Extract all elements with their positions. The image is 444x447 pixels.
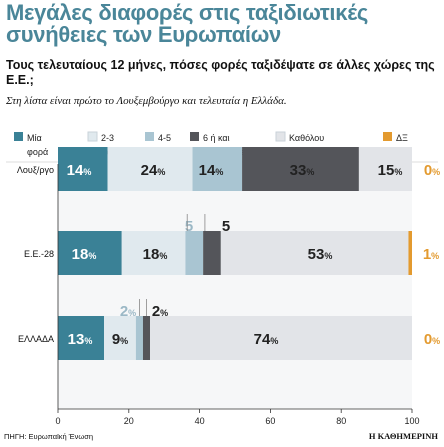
bar-segment — [150, 316, 413, 360]
legend-swatch — [145, 132, 154, 141]
value-label: 15% — [378, 162, 403, 179]
legend-swatch — [87, 131, 98, 142]
bar-segment — [58, 147, 108, 191]
bar-segment — [220, 231, 409, 275]
legend-label: Καθόλου — [289, 133, 324, 143]
legend-swatch — [14, 132, 23, 141]
bar-segment — [408, 231, 412, 275]
value-label: 14% — [67, 162, 92, 179]
chart-note: Στη λίστα είναι πρώτο το Λουξεμβούργο κα… — [6, 95, 287, 107]
legend-label: ΔΞ — [396, 133, 408, 143]
value-label: 33% — [290, 162, 315, 179]
bar-segment — [142, 316, 151, 360]
legend-swatch — [190, 132, 199, 141]
bar-segment — [58, 231, 122, 275]
bar-segment — [121, 231, 186, 275]
value-label: 18% — [72, 246, 97, 263]
value-label: 0% — [424, 162, 440, 179]
category-label: Ε.Ε.-28 — [24, 249, 54, 259]
category-label: ΕΛΛΑΔΑ — [18, 334, 54, 344]
legend-label: Μία — [27, 133, 42, 143]
x-tick-label: 40 — [195, 416, 205, 426]
bar-segment — [192, 147, 243, 191]
x-tick-label: 100 — [404, 416, 419, 426]
x-tick-label: 0 — [55, 416, 60, 426]
value-label: 53% — [308, 246, 333, 263]
legend-label: φορά — [27, 147, 48, 157]
bar-segment — [135, 316, 143, 360]
value-label: 13% — [68, 331, 93, 348]
value-label: 24% — [141, 162, 166, 179]
brand-logo: Η ΚΑΘΗΜΕΡΙΝΗ — [368, 431, 438, 441]
chart-subtitle: Τους τελευταίους 12 μήνες, πόσες φορές τ… — [6, 58, 435, 87]
value-label: 14% — [199, 162, 224, 179]
value-label: 1% — [423, 246, 439, 263]
legend-label: 4-5 — [158, 133, 171, 143]
bar-segment — [358, 147, 412, 191]
bar-segment — [185, 231, 204, 275]
category-label: Λουξ/ργο — [17, 165, 54, 175]
value-label: 9% — [112, 331, 128, 348]
legend-swatch — [275, 131, 286, 142]
bar-segment — [58, 316, 105, 360]
plot-background — [58, 164, 412, 409]
x-tick-label: 20 — [124, 416, 134, 426]
value-label: 5 — [222, 218, 230, 235]
x-tick-label: 60 — [265, 416, 275, 426]
legend-label: 6 ή και — [203, 133, 230, 143]
value-label: 2% — [120, 303, 136, 320]
legend-swatch — [383, 132, 392, 141]
bar-segment — [107, 147, 193, 191]
value-label: 0% — [424, 331, 440, 348]
value-label: 74% — [254, 331, 279, 348]
bar-segment — [203, 231, 221, 275]
value-label: 18% — [143, 246, 168, 263]
value-label: 2% — [152, 303, 168, 320]
value-label: 5 — [185, 218, 193, 235]
x-tick-label: 80 — [336, 416, 346, 426]
bar-segment — [104, 316, 136, 360]
source-note: ΠΗΓΗ: Ευρωπαϊκή Ένωση — [4, 432, 94, 441]
legend-label: 2-3 — [101, 133, 114, 143]
bar-segment — [242, 147, 359, 191]
chart-title: Μεγάλες διαφορές στις ταξιδιωτικές συνήθ… — [6, 0, 368, 47]
